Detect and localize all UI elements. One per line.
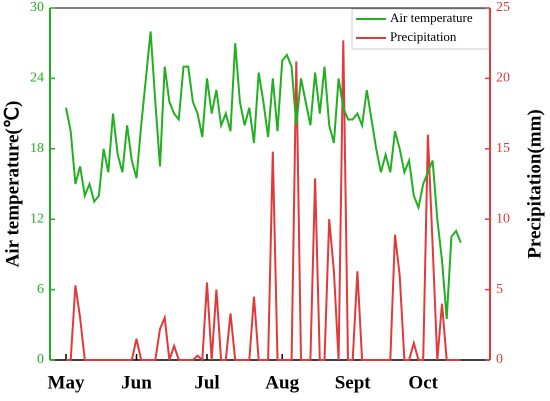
legend-box <box>351 8 490 50</box>
x-tick-label: Aug <box>265 372 299 393</box>
legend-label: Precipitation <box>390 29 457 44</box>
x-tick-label: Oct <box>408 372 438 393</box>
x-tick-label: Jun <box>121 372 152 393</box>
y-tick-label: 0 <box>37 352 44 367</box>
y2-tick-label: 5 <box>496 282 503 297</box>
y2-axis-label: Precipitation(mm) <box>524 109 545 259</box>
y2-tick-label: 0 <box>496 352 503 367</box>
y2-tick-label: 20 <box>496 71 510 86</box>
y2-tick-label: 25 <box>496 0 510 15</box>
legend-label: Air temperature <box>390 10 473 25</box>
y2-tick-label: 10 <box>496 211 510 226</box>
y2-tick-label: 15 <box>496 141 510 156</box>
series-line <box>65 31 462 320</box>
series-line <box>66 40 461 363</box>
x-tick-label: Sept <box>335 372 372 393</box>
x-tick-label: Jul <box>194 372 219 393</box>
y-tick-label: 30 <box>30 0 44 15</box>
x-tick-label: May <box>48 372 85 393</box>
y-tick-label: 18 <box>30 141 44 156</box>
y-tick-label: 12 <box>30 211 44 226</box>
y-axis-label: Air temperature(℃) <box>2 101 23 268</box>
y-tick-label: 6 <box>37 282 44 297</box>
y-tick-label: 24 <box>30 71 44 86</box>
